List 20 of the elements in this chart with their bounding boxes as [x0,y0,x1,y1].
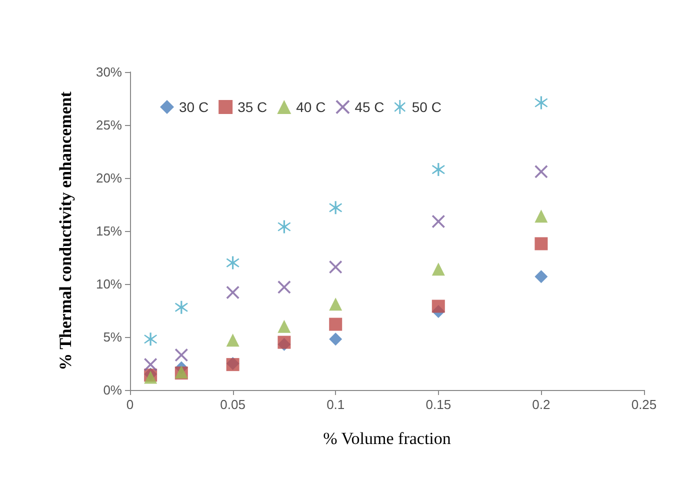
y-tick-label: 30% [96,64,122,80]
x-tick-label: 0.05 [220,397,246,412]
x-tick-label: 0.15 [426,397,452,412]
y-tick-label: 10% [96,276,122,292]
y-tick-label: 25% [96,118,122,132]
y-tick-label: 0% [103,382,122,398]
x-axis-title: % Volume fraction [323,429,452,448]
legend-label: 40 C [296,99,326,115]
x-tick-label: 0.1 [326,397,345,412]
legend-label: 50 C [412,99,442,115]
y-tick-label: 15% [96,224,122,238]
y-tick-label: 20% [96,170,122,186]
x-tick-label: 0.2 [532,397,550,412]
x-tick-label: 0 [126,397,134,412]
legend-label: 30 C [179,99,209,115]
legend-label: 45 C [354,99,384,115]
y-tick-label: 5% [103,330,122,344]
legend-label: 35 C [238,99,268,115]
x-tick-label: 0.25 [631,397,657,412]
y-axis-title: % Thermal conductivity enhancement [56,91,75,370]
